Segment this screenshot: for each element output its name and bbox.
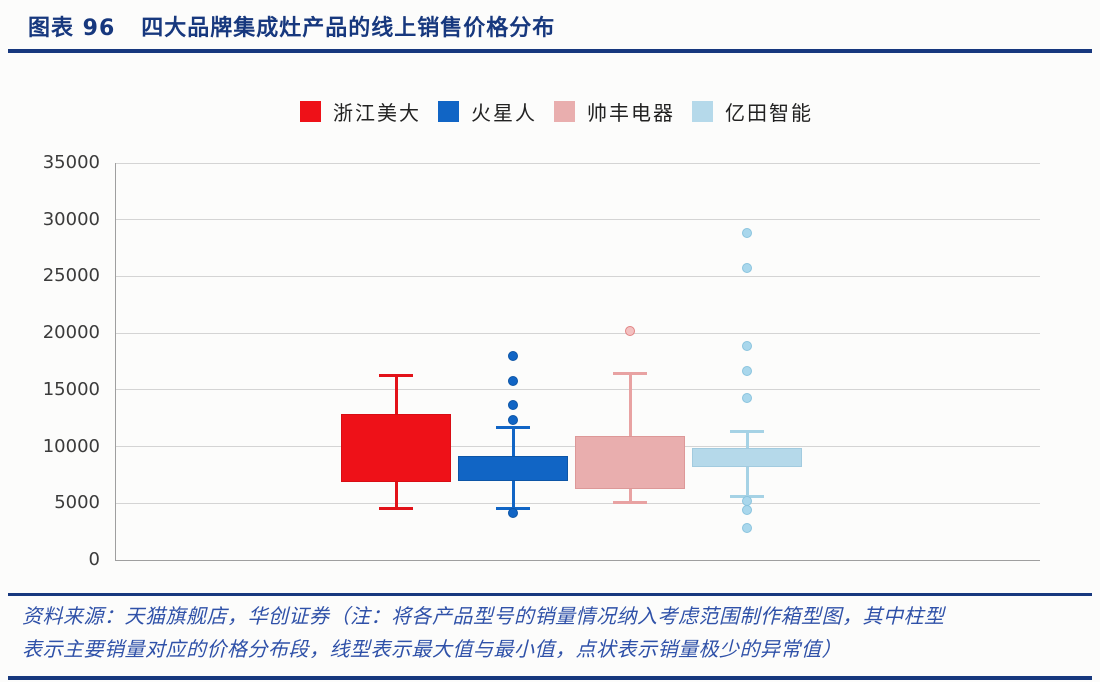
whisker-cap-min (379, 507, 413, 511)
whisker-cap-min (613, 500, 647, 504)
whisker-bottom (511, 480, 515, 509)
box (692, 447, 802, 467)
outlier-dot (742, 365, 752, 376)
figure-title: 图表 96 四大品牌集成灶产品的线上销售价格分布 (28, 10, 555, 42)
legend-swatch (554, 101, 575, 122)
gridline (115, 559, 1040, 561)
legend-item: 帅丰电器 (554, 97, 675, 126)
y-tick-label: 30000 (42, 208, 100, 230)
bottom-border (8, 676, 1092, 680)
whisker-top (511, 427, 515, 456)
chart-legend: 浙江美大 火星人 帅丰电器 亿田智能 (300, 97, 830, 126)
gridline (115, 219, 1040, 221)
outlier-dot (742, 340, 752, 351)
whisker-bottom (745, 466, 749, 497)
y-axis-spine (115, 163, 116, 560)
legend-label: 浙江美大 (333, 101, 421, 125)
outlier-dot (508, 508, 518, 519)
outlier-dot (742, 263, 752, 274)
y-tick-label: 10000 (42, 435, 100, 457)
figure-title-text: 四大品牌集成灶产品的线上销售价格分布 (141, 16, 556, 41)
whisker-top (394, 375, 398, 414)
y-tick-label: 35000 (42, 152, 100, 173)
whisker-bottom (394, 481, 398, 509)
y-tick-label: 20000 (42, 322, 100, 344)
whisker-bottom (628, 488, 632, 503)
whisker-top (628, 373, 632, 437)
whisker-cap-max (379, 373, 413, 377)
y-tick-label: 5000 (54, 492, 100, 514)
legend-swatch (438, 101, 459, 122)
whisker-top (745, 431, 749, 448)
gridline (115, 389, 1040, 391)
y-tick-label: 15000 (42, 378, 100, 400)
legend-swatch (692, 101, 713, 122)
source-note: 资料来源：天猫旗舰店，华创证券（注：将各产品型号的销量情况纳入考虑范围制作箱型图… (22, 600, 945, 666)
outlier-dot (742, 392, 752, 403)
source-note-line2: 表示主要销量对应的价格分布段，线型表示最大值与最小值，点状表示销量极少的异常值） (22, 637, 842, 661)
box (341, 413, 451, 482)
outlier-dot (742, 228, 752, 239)
source-note-line1: 资料来源：天猫旗舰店，华创证券（注：将各产品型号的销量情况纳入考虑范围制作箱型图… (22, 604, 945, 628)
legend-swatch (300, 101, 321, 122)
legend-label: 亿田智能 (725, 101, 813, 125)
box (458, 455, 568, 481)
outlier-dot (508, 350, 518, 361)
gridline (115, 162, 1040, 164)
outlier-dot (742, 523, 752, 534)
whisker-cap-max (496, 425, 530, 429)
legend-label: 帅丰电器 (587, 101, 675, 125)
outlier-dot (742, 505, 752, 516)
whisker-cap-max (613, 372, 647, 376)
legend-label: 火星人 (471, 101, 537, 125)
outlier-dot (625, 325, 635, 336)
y-tick-label: 25000 (42, 265, 100, 287)
outlier-dot (508, 375, 518, 386)
whisker-cap-max (730, 430, 764, 434)
figure-number: 图表 96 (28, 16, 116, 41)
legend-item: 亿田智能 (692, 97, 813, 126)
gridline (115, 502, 1040, 504)
gridline (115, 275, 1040, 277)
outlier-dot (508, 415, 518, 426)
box (575, 436, 685, 489)
y-tick-label: 0 (88, 549, 100, 570)
footer-divider (8, 593, 1092, 596)
legend-item: 浙江美大 (300, 97, 421, 126)
gridline (115, 332, 1040, 334)
legend-item: 火星人 (438, 97, 537, 126)
outlier-dot (508, 399, 518, 410)
title-divider (8, 49, 1092, 53)
